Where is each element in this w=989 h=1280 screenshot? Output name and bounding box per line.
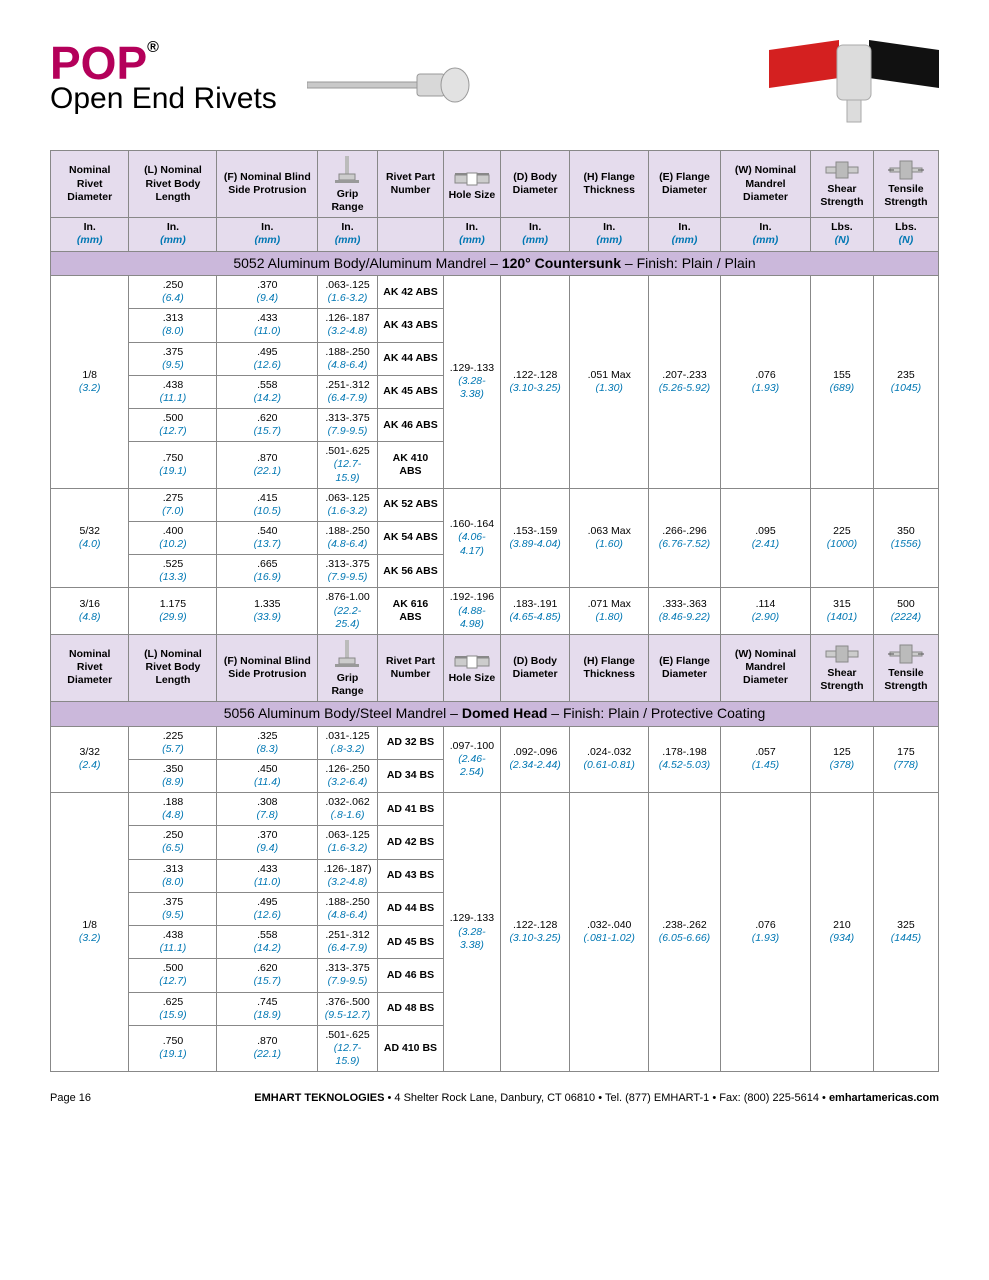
part-number: AD 44 BS — [377, 892, 443, 925]
part-number: AK 52 ABS — [377, 488, 443, 521]
part-number: AK 45 ABS — [377, 375, 443, 408]
part-number: AK 44 ABS — [377, 342, 443, 375]
part-number: AD 41 BS — [377, 793, 443, 826]
page-number: Page 16 — [50, 1092, 91, 1104]
footer-contact: EMHART TEKNOLOGIES • 4 Shelter Rock Lane… — [254, 1092, 939, 1104]
page-footer: Page 16 EMHART TEKNOLOGIES • 4 Shelter R… — [50, 1092, 939, 1104]
table-row: 1/8(3.2).250(6.4).370(9.4).063-.125(1.6-… — [51, 276, 939, 309]
table-row: 3/16(4.8)1.175(29.9)1.335(33.9).876-1.00… — [51, 588, 939, 634]
nominal-diameter: 1/8(3.2) — [51, 276, 129, 489]
nominal-diameter: 1/8(3.2) — [51, 793, 129, 1072]
part-number: AK 43 ABS — [377, 309, 443, 342]
corner-product-icon — [769, 40, 939, 130]
part-number: AK 42 ABS — [377, 276, 443, 309]
part-number: AK 46 ABS — [377, 409, 443, 442]
table-row: 5/32(4.0).275(7.0).415(10.5).063-.125(1.… — [51, 488, 939, 521]
part-number: AD 34 BS — [377, 759, 443, 792]
part-number: AD 42 BS — [377, 826, 443, 859]
nominal-diameter: 5/32(4.0) — [51, 488, 129, 588]
part-number: AK 410 ABS — [377, 442, 443, 488]
page-subtitle: Open End Rivets — [50, 82, 277, 116]
rivet-photo-icon — [307, 60, 477, 110]
table-row: 1/8(3.2).188(4.8).308(7.8).032-.062(.8-1… — [51, 793, 939, 826]
section-title: 5056 Aluminum Body/Steel Mandrel – Domed… — [51, 702, 939, 727]
table-row: 3/32(2.4).225(5.7).325(8.3).031-.125(.8-… — [51, 726, 939, 759]
nominal-diameter: 3/32(2.4) — [51, 726, 129, 793]
part-number: AD 43 BS — [377, 859, 443, 892]
page-header: POP® Open End Rivets — [50, 40, 939, 130]
part-number: AK 56 ABS — [377, 555, 443, 588]
brand-logo: POP® — [50, 40, 277, 86]
part-number: AK 616 ABS — [377, 588, 443, 634]
section-title: 5052 Aluminum Body/Aluminum Mandrel – 12… — [51, 251, 939, 276]
part-number: AD 46 BS — [377, 959, 443, 992]
part-number: AD 45 BS — [377, 926, 443, 959]
part-number: AD 32 BS — [377, 726, 443, 759]
part-number: AK 54 ABS — [377, 521, 443, 554]
specifications-table: Nominal Rivet Diameter(L) Nominal Rivet … — [50, 150, 939, 1072]
part-number: AD 48 BS — [377, 992, 443, 1025]
nominal-diameter: 3/16(4.8) — [51, 588, 129, 634]
part-number: AD 410 BS — [377, 1025, 443, 1071]
